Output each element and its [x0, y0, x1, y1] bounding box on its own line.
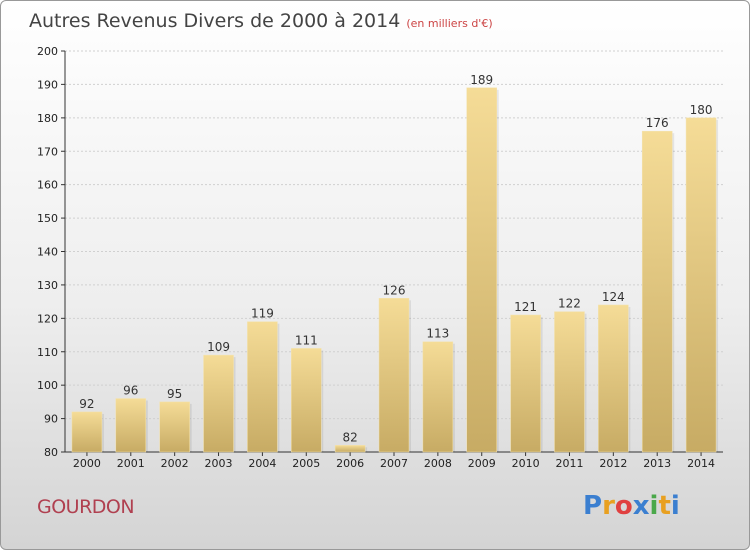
logo-letter: P — [583, 491, 603, 521]
y-tick-label: 180 — [37, 112, 58, 125]
x-tick-label: 2003 — [205, 457, 233, 470]
value-label: 126 — [383, 283, 406, 297]
value-label: 92 — [79, 397, 94, 411]
x-tick-label: 2014 — [687, 457, 715, 470]
y-tick-label: 110 — [37, 346, 58, 359]
bar-2000 — [71, 411, 103, 453]
x-tick-label: 2007 — [380, 457, 408, 470]
x-tick-label: 2009 — [468, 457, 496, 470]
logo-letter: i — [670, 491, 680, 521]
x-tick-label: 2011 — [555, 457, 583, 470]
logo-letter: t — [658, 491, 671, 521]
logo-letter: x — [632, 491, 650, 521]
x-tick-label: 2001 — [117, 457, 145, 470]
bar-2001 — [115, 398, 147, 453]
bar-2004 — [247, 321, 278, 453]
y-tick-label: 140 — [37, 246, 58, 259]
value-label: 176 — [646, 116, 669, 130]
x-tick-label: 2008 — [424, 457, 452, 470]
x-tick-label: 2013 — [643, 457, 671, 470]
bar-2003 — [203, 354, 234, 453]
chart-title: Autres Revenus Divers de 2000 à 2014 (en … — [29, 10, 493, 32]
x-tick-label: 2010 — [512, 457, 540, 470]
value-label: 82 — [342, 430, 357, 444]
bar-2005 — [291, 348, 322, 453]
chart-title-text: Autres Revenus Divers de 2000 à 2014 — [29, 10, 401, 32]
bar-2006 — [334, 445, 366, 453]
bar-2010 — [510, 314, 541, 453]
y-tick-label: 120 — [37, 312, 58, 325]
bar-2002 — [159, 401, 190, 453]
bar-2009 — [466, 87, 497, 453]
x-tick-label: 2006 — [336, 457, 364, 470]
value-label: 189 — [470, 73, 493, 87]
x-tick-label: 2002 — [161, 457, 189, 470]
bar-2007 — [378, 298, 410, 453]
proxiti-logo: Proxiti — [583, 491, 680, 521]
logo-letter: i — [649, 491, 659, 521]
value-label: 180 — [690, 103, 713, 117]
value-label: 113 — [426, 327, 449, 341]
value-label: 96 — [123, 384, 138, 398]
y-tick-label: 100 — [37, 379, 58, 392]
chart-unit: (en milliers d'€) — [406, 17, 493, 30]
value-label: 122 — [558, 297, 581, 311]
x-tick-label: 2004 — [248, 457, 276, 470]
y-tick-label: 160 — [37, 179, 58, 192]
bar-2014 — [685, 117, 717, 453]
axes: 80 90 100 110 120 130 140 150 160 170 180 190 200 200… — [37, 45, 723, 470]
city-name: GOURDON — [37, 496, 135, 518]
x-tick-label: 2012 — [599, 457, 627, 470]
y-tick-label: 80 — [44, 446, 58, 459]
value-label: 124 — [602, 290, 625, 304]
y-tick-label: 90 — [44, 413, 58, 426]
value-labels: 92 96 95 109 119 111 82 126 113 189 121 122 124 176 18… — [79, 73, 712, 445]
x-tick-label: 2005 — [292, 457, 320, 470]
value-label: 109 — [207, 340, 230, 354]
y-tick-label: 200 — [37, 45, 58, 58]
bar-2011 — [554, 311, 585, 453]
value-label: 95 — [167, 387, 182, 401]
x-tick-label: 2000 — [73, 457, 101, 470]
bars — [71, 87, 719, 453]
value-label: 111 — [295, 333, 318, 347]
logo-letter: o — [614, 491, 633, 521]
y-tick-label: 170 — [37, 145, 58, 158]
y-tick-label: 190 — [37, 78, 58, 91]
bar-2012 — [598, 304, 629, 453]
y-tick-label: 130 — [37, 279, 58, 292]
y-tick-label: 150 — [37, 212, 58, 225]
value-label: 121 — [514, 300, 537, 314]
logo-letter: r — [602, 491, 615, 521]
bar-2008 — [422, 341, 454, 453]
bar-2013 — [641, 130, 673, 453]
value-label: 119 — [251, 307, 274, 321]
